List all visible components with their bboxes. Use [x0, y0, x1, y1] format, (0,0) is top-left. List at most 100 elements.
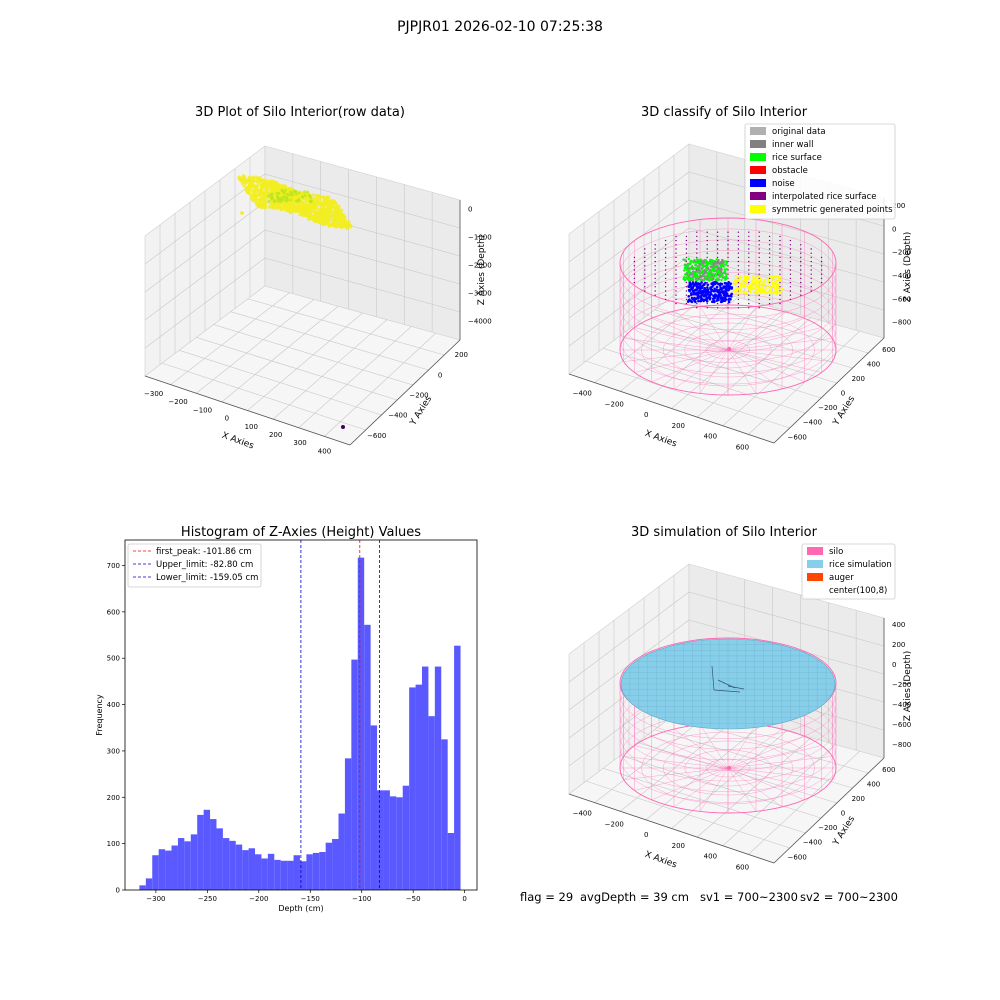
classify-plot-interpolated-point: [675, 265, 677, 267]
classify-plot-interpolated-point: [664, 244, 667, 246]
raw-plot-grid-line: [272, 319, 388, 420]
simulation-plot-z-tick-label: −400: [892, 701, 911, 709]
classify-plot-rice-point: [689, 260, 692, 263]
classify-legend-swatch: [750, 153, 766, 161]
classify-plot-silo-floor-spoke: [699, 306, 729, 351]
simulation-plot-x-label: X Axies: [643, 850, 678, 871]
raw-plot-point: [297, 191, 301, 195]
classify-plot-rice-point: [719, 275, 722, 278]
classify-plot-interpolated-point: [768, 244, 771, 246]
classify-plot-interpolated-point: [644, 273, 646, 275]
histogram-y-tick-label: 500: [107, 655, 120, 663]
classify-plot-rice-point: [689, 262, 692, 265]
raw-plot-point: [347, 220, 351, 224]
classify-plot-noise-point: [706, 288, 710, 291]
classify-plot-rice-point: [682, 258, 685, 261]
simulation-3d-plot: 3D simulation of Silo Interior −400 −200 0…: [568, 525, 913, 871]
raw-plot-point: [284, 188, 288, 192]
classify-legend-swatch: [750, 179, 766, 187]
simulation-plot-silo-floor-spoke: [699, 767, 729, 812]
classify-plot-symmetric-point: [760, 291, 763, 295]
raw-plot-point: [344, 220, 348, 224]
classify-plot-rice-point: [695, 273, 698, 277]
raw-plot-point: [275, 182, 279, 187]
histogram-bar: [383, 790, 390, 890]
classify-plot-symmetric-point: [772, 291, 775, 295]
classify-plot-symmetric-point: [772, 283, 775, 286]
raw-data-3d-plot: 3D Plot of Silo Interior(row data) −300−…: [144, 105, 492, 455]
classify-plot-interpolated-point: [800, 277, 802, 280]
classify-plot-interpolated-point: [820, 260, 823, 263]
classify-legend-label: noise: [772, 179, 795, 189]
classify-plot-symmetric-point: [736, 289, 739, 292]
classify-plot-noise-point: [715, 285, 719, 289]
simulation-auger-stroke: [727, 685, 745, 690]
avg-depth-readout: avgDepth = 39 cm: [580, 890, 689, 904]
classify-plot-symmetric-point: [754, 279, 758, 283]
simulation-plot-z-tick-label: −600: [892, 721, 911, 729]
classify-plot-rice-point: [725, 261, 728, 265]
classify-plot-silo-floor-ring: [662, 322, 794, 378]
raw-plot-point: [258, 193, 263, 197]
classify-plot-grid-line: [654, 309, 853, 369]
raw-plot-point: [278, 197, 282, 201]
raw-plot-point: [266, 194, 270, 198]
classify-plot-noise-point: [713, 296, 717, 300]
simulation-plot-grid-line: [645, 724, 763, 821]
raw-plot-point: [306, 217, 311, 221]
classify-plot-symmetric-point: [771, 280, 774, 284]
classify-plot-grid-line: [568, 227, 690, 319]
classify-plot-interpolated-point: [633, 260, 636, 263]
raw-plot-point: [307, 209, 311, 213]
classify-plot-interpolated-point: [633, 265, 636, 267]
classify-plot-interpolated-point: [675, 286, 677, 288]
classify-plot-interpolated-point: [789, 269, 792, 271]
classify-plot-symmetric-point: [749, 283, 752, 286]
raw-plot-grid-line: [170, 292, 290, 385]
classify-plot-interpolated-point: [675, 294, 677, 296]
classify-plot-interpolated-point: [748, 281, 750, 284]
classify-plot-interpolated-point: [675, 244, 677, 246]
classify-plot-interpolated-point: [758, 239, 760, 242]
classify-plot-interpolated-point: [820, 256, 823, 259]
classify-plot-noise-point: [710, 289, 713, 292]
simulation-plot-ticks: −400−20002004006006004002000−200−400−600…: [573, 621, 912, 871]
classify-plot-symmetric-point: [736, 292, 740, 295]
classify-plot-interpolated-point: [675, 298, 677, 301]
histogram-bar: [357, 557, 365, 890]
raw-plot-point: [338, 224, 342, 228]
classify-plot-symmetric-point: [733, 283, 737, 286]
classify-plot-noise-point: [693, 283, 696, 286]
raw-plot-point: [322, 199, 327, 203]
classify-plot-rice-point: [692, 267, 695, 271]
classify-plot-interpolated-point: [789, 290, 792, 292]
classify-plot-rice-point: [707, 271, 711, 274]
raw-plot-point: [248, 181, 253, 185]
raw-plot-point: [303, 190, 307, 194]
raw-plot-z-label: Z Axies (Depth): [477, 235, 487, 306]
sv2-readout: sv2 = 700~2300: [800, 890, 898, 904]
classify-plot-symmetric-point: [752, 278, 755, 282]
raw-plot-point: [250, 189, 255, 193]
classify-plot-interpolated-point: [644, 252, 646, 254]
raw-plot-point: [275, 188, 280, 192]
raw-plot-point: [242, 174, 246, 178]
classify-plot-interpolated-point: [727, 256, 729, 259]
classify-plot-noise-point: [706, 292, 710, 295]
classify-legend-swatch: [750, 140, 766, 148]
histogram-bar: [171, 845, 178, 890]
classify-plot-interpolated-point: [675, 281, 677, 284]
histogram-frame: [124, 539, 478, 891]
classify-plot-silo-ring: [619, 228, 837, 320]
classify-plot-interpolated-point: [779, 269, 781, 271]
simulation-plot-grid-line: [696, 737, 812, 838]
classify-plot-z-tick-label: 0: [892, 225, 896, 233]
classify-plot-noise-point: [690, 292, 693, 295]
classify-plot-rice-point: [702, 279, 706, 282]
raw-plot-point: [240, 176, 244, 181]
simulation-plot-grid-line: [637, 742, 837, 804]
classify-plot-x-tick-label: 400: [704, 433, 717, 441]
classify-plot-silo-floor-spoke: [727, 349, 783, 390]
classify-plot-interpolated-point: [737, 252, 740, 254]
raw-plot-point: [252, 179, 256, 183]
